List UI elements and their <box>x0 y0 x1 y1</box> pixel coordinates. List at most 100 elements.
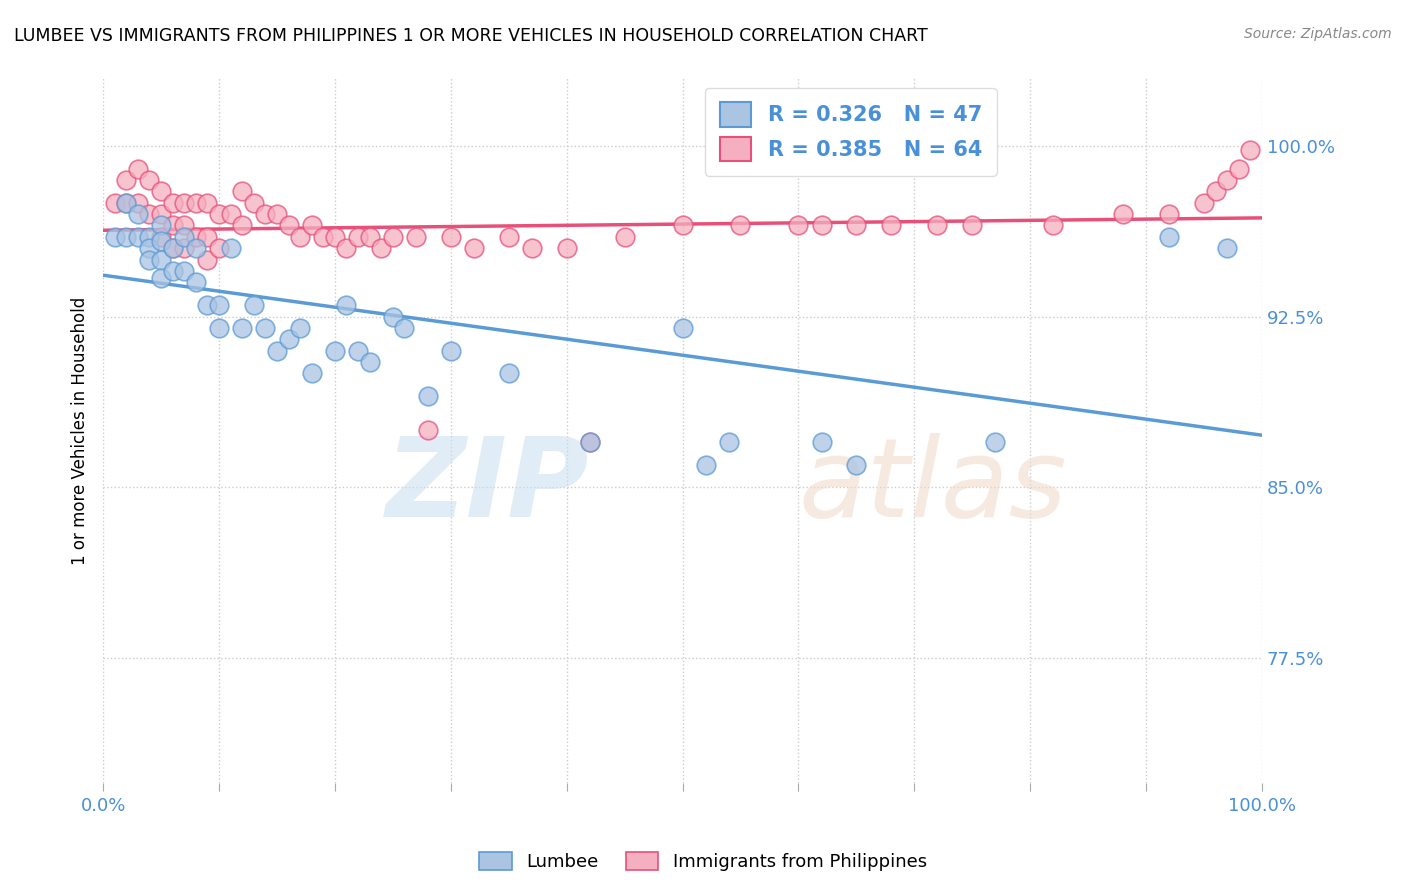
Point <box>138 252 160 267</box>
Point <box>440 343 463 358</box>
Point <box>416 424 439 438</box>
Point <box>520 241 543 255</box>
Point <box>323 230 346 244</box>
Point <box>197 230 219 244</box>
Point <box>1216 241 1239 255</box>
Point <box>173 264 195 278</box>
Point <box>219 241 242 255</box>
Point <box>405 230 427 244</box>
Point <box>208 207 231 221</box>
Point <box>927 219 949 233</box>
Point <box>208 241 231 255</box>
Point <box>671 321 693 335</box>
Point <box>578 434 600 449</box>
Point <box>1192 195 1215 210</box>
Point <box>219 207 242 221</box>
Point <box>197 252 219 267</box>
Point <box>288 230 311 244</box>
Point <box>254 207 277 221</box>
Point <box>335 241 357 255</box>
Point <box>381 310 404 324</box>
Point <box>578 434 600 449</box>
Point <box>335 298 357 312</box>
Text: Source: ZipAtlas.com: Source: ZipAtlas.com <box>1244 27 1392 41</box>
Point <box>1227 161 1250 176</box>
Point <box>1159 207 1181 221</box>
Point <box>555 241 578 255</box>
Point <box>845 458 868 472</box>
Point <box>730 219 752 233</box>
Point <box>717 434 740 449</box>
Point <box>173 230 195 244</box>
Point <box>162 219 184 233</box>
Point <box>150 184 173 198</box>
Point <box>695 458 717 472</box>
Point <box>1239 144 1261 158</box>
Point <box>162 264 184 278</box>
Point <box>810 219 832 233</box>
Point <box>1112 207 1135 221</box>
Point <box>498 367 520 381</box>
Point <box>127 161 149 176</box>
Point <box>231 219 253 233</box>
Point <box>184 195 207 210</box>
Point <box>138 241 160 255</box>
Point <box>323 343 346 358</box>
Point <box>1205 184 1227 198</box>
Point <box>1216 173 1239 187</box>
Point <box>347 343 370 358</box>
Point <box>242 195 264 210</box>
Point <box>173 195 195 210</box>
Point <box>1042 219 1064 233</box>
Point <box>208 298 231 312</box>
Point <box>440 230 463 244</box>
Text: atlas: atlas <box>799 434 1067 541</box>
Point <box>254 321 277 335</box>
Point <box>301 367 323 381</box>
Point <box>104 195 127 210</box>
Point <box>671 219 693 233</box>
Point <box>381 230 404 244</box>
Point <box>138 207 160 221</box>
Point <box>359 230 381 244</box>
Point <box>266 343 288 358</box>
Point <box>787 219 810 233</box>
Point <box>231 184 253 198</box>
Point <box>127 230 149 244</box>
Point <box>150 270 173 285</box>
Point <box>115 173 138 187</box>
Text: ZIP: ZIP <box>387 434 589 541</box>
Point <box>266 207 288 221</box>
Point <box>197 195 219 210</box>
Point <box>277 332 299 346</box>
Point <box>1159 230 1181 244</box>
Y-axis label: 1 or more Vehicles in Household: 1 or more Vehicles in Household <box>72 296 89 565</box>
Point <box>162 195 184 210</box>
Point <box>301 219 323 233</box>
Point <box>960 219 983 233</box>
Point <box>370 241 392 255</box>
Point <box>150 252 173 267</box>
Point <box>184 230 207 244</box>
Point <box>173 241 195 255</box>
Point <box>880 219 903 233</box>
Point <box>104 230 127 244</box>
Legend: R = 0.326   N = 47, R = 0.385   N = 64: R = 0.326 N = 47, R = 0.385 N = 64 <box>704 87 997 176</box>
Point <box>115 230 138 244</box>
Point <box>613 230 636 244</box>
Point <box>127 207 149 221</box>
Point <box>138 173 160 187</box>
Point <box>197 298 219 312</box>
Point <box>162 241 184 255</box>
Point <box>242 298 264 312</box>
Point <box>277 219 299 233</box>
Point <box>984 434 1007 449</box>
Point <box>115 195 138 210</box>
Point <box>184 241 207 255</box>
Text: LUMBEE VS IMMIGRANTS FROM PHILIPPINES 1 OR MORE VEHICLES IN HOUSEHOLD CORRELATIO: LUMBEE VS IMMIGRANTS FROM PHILIPPINES 1 … <box>14 27 928 45</box>
Legend: Lumbee, Immigrants from Philippines: Lumbee, Immigrants from Philippines <box>472 845 934 879</box>
Point <box>288 321 311 335</box>
Point <box>347 230 370 244</box>
Point <box>115 195 138 210</box>
Point <box>150 207 173 221</box>
